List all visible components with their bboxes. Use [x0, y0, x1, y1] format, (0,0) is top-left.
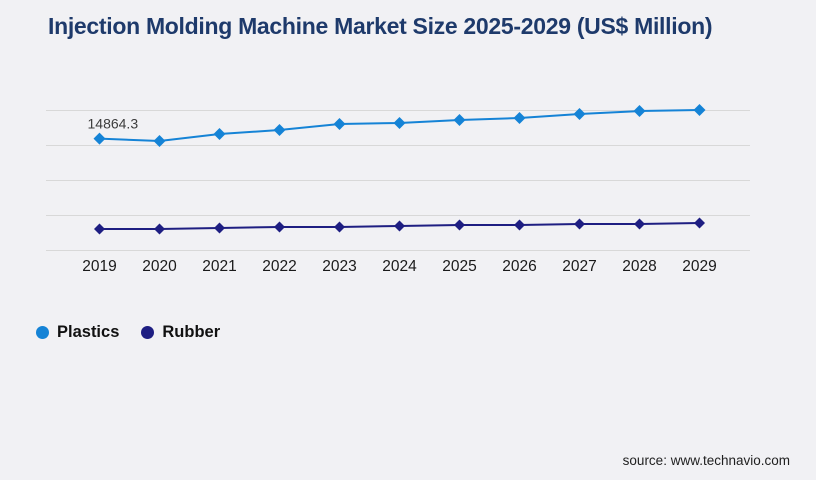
x-tick-2029: 2029 — [682, 258, 716, 275]
source-text: source: www.technavio.com — [622, 453, 790, 468]
plastics-point-2023 — [333, 117, 346, 130]
plastics-point-2027 — [573, 107, 586, 120]
rubber-point-2020 — [154, 223, 165, 235]
rubber-point-2028 — [634, 218, 645, 230]
x-tick-2024: 2024 — [382, 258, 417, 275]
x-tick-2025: 2025 — [442, 258, 476, 275]
plastics-point-2021 — [213, 127, 226, 140]
legend-item-rubber: Rubber — [141, 323, 220, 342]
plastics-point-2026 — [513, 112, 526, 125]
plastics-point-2022 — [273, 123, 286, 136]
plastics-point-2029 — [693, 103, 706, 116]
data-label-2019-plastics: 14864.3 — [88, 116, 139, 132]
rubber-point-2029 — [694, 217, 705, 229]
rubber-point-2026 — [514, 219, 525, 231]
x-tick-2028: 2028 — [622, 258, 656, 275]
x-tick-2022: 2022 — [262, 258, 296, 275]
plastics-point-2025 — [453, 113, 466, 126]
rubber-point-2027 — [574, 218, 585, 230]
rubber-point-2022 — [274, 221, 285, 233]
x-tick-2026: 2026 — [502, 258, 536, 275]
x-tick-2023: 2023 — [322, 258, 356, 275]
legend-marker-rubber-icon — [141, 326, 155, 339]
rubber-point-2019 — [94, 223, 105, 235]
plastics-point-2019 — [93, 132, 106, 145]
legend-marker-plastics-icon — [36, 326, 49, 339]
rubber-point-2021 — [214, 222, 225, 234]
x-tick-2027: 2027 — [562, 258, 596, 275]
plastics-point-2024 — [393, 116, 406, 129]
legend-label-plastics: Plastics — [57, 323, 120, 341]
rubber-point-2024 — [394, 220, 405, 232]
rubber-point-2025 — [454, 219, 465, 231]
rubber-point-2023 — [334, 221, 345, 233]
legend: Plastics Rubber — [36, 323, 220, 342]
legend-label-rubber: Rubber — [162, 323, 221, 341]
x-tick-2020: 2020 — [142, 258, 177, 275]
plastics-point-2020 — [153, 134, 166, 147]
legend-item-plastics: Plastics — [36, 323, 119, 342]
plastics-point-2028 — [633, 105, 646, 118]
chart-title: Injection Molding Machine Market Size 20… — [48, 13, 713, 39]
x-tick-2021: 2021 — [202, 258, 236, 275]
x-tick-2019: 2019 — [82, 258, 116, 275]
